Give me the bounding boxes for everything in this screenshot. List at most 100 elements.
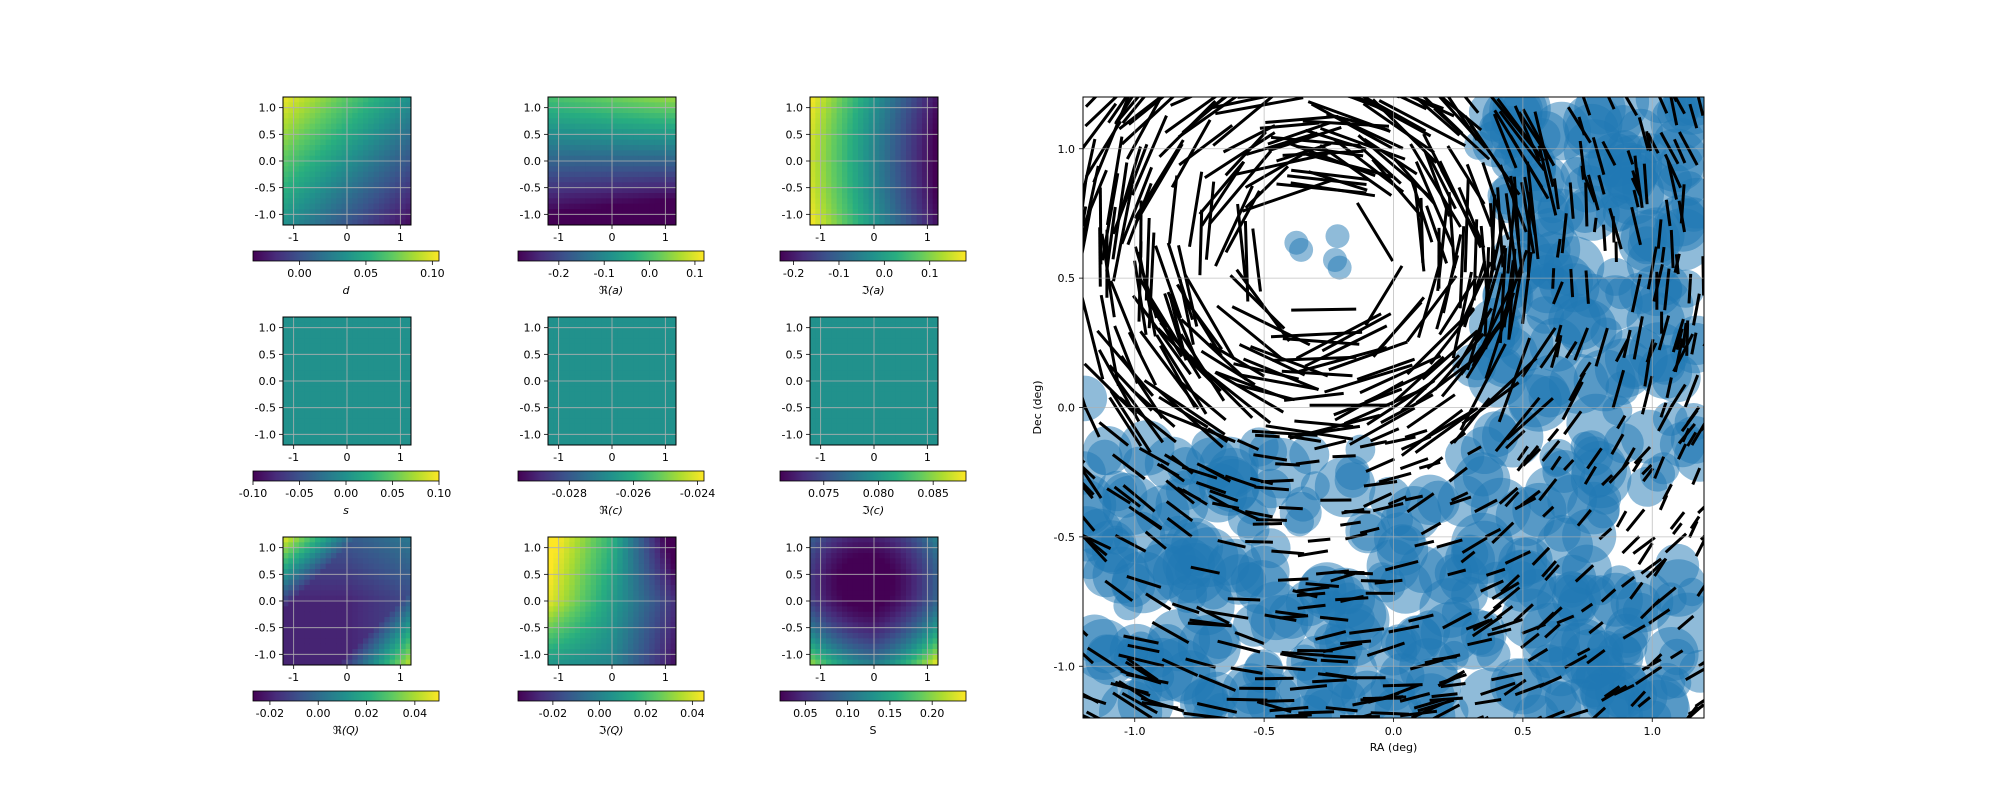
heatmap-cell <box>628 537 634 543</box>
heatmap-cell <box>336 659 343 666</box>
heatmap-cell <box>384 317 391 323</box>
heatmap-cell <box>299 617 305 623</box>
heatmap-cell <box>628 638 634 645</box>
heatmap-cell <box>405 187 412 194</box>
heatmap-cell <box>815 611 822 618</box>
heatmap-cell <box>564 617 570 623</box>
heatmap-cell <box>628 187 634 194</box>
heatmap-cell <box>820 177 827 183</box>
heatmap-cell <box>927 418 934 425</box>
heatmap-cell <box>596 638 602 645</box>
heatmap-cell <box>852 349 859 355</box>
y-tick-label: 0.0 <box>786 155 804 168</box>
heatmap-cell <box>815 338 822 345</box>
heatmap-cell <box>900 219 907 226</box>
heatmap-cell <box>606 107 613 114</box>
heatmap-cell <box>304 349 311 355</box>
heatmap-cell <box>389 327 396 334</box>
heatmap-cell <box>617 537 624 543</box>
heatmap-cell <box>558 182 565 189</box>
heatmap-cell <box>288 209 295 215</box>
heatmap-cell <box>670 569 677 575</box>
heatmap-cell <box>670 349 677 355</box>
heatmap-cell <box>895 102 902 109</box>
heatmap-cell <box>932 155 939 162</box>
heatmap-cell <box>906 397 912 403</box>
heatmap-cell <box>654 214 661 221</box>
heatmap-cell <box>548 638 554 645</box>
heatmap-cell <box>590 434 597 441</box>
heatmap-cell <box>325 359 332 366</box>
heatmap-cell <box>331 365 337 371</box>
heatmap-cell <box>347 606 353 613</box>
heatmap-cell <box>660 177 666 183</box>
heatmap-cell <box>606 627 613 634</box>
heatmap-cell <box>820 397 827 403</box>
heatmap-cell <box>384 97 391 103</box>
heatmap-cell <box>922 370 928 377</box>
heatmap-cell <box>638 198 645 205</box>
heatmap-cell <box>815 129 822 135</box>
heatmap-cell <box>585 397 592 403</box>
heatmap-cell <box>911 354 918 361</box>
heatmap-cell <box>852 118 859 125</box>
heatmap-cell <box>868 182 875 189</box>
heatmap-cell <box>368 359 375 366</box>
heatmap-cell <box>820 633 827 639</box>
heatmap-cell <box>842 322 848 329</box>
heatmap-cell <box>628 214 634 221</box>
heatmap-cell <box>836 102 843 109</box>
heatmap-cell <box>585 558 592 565</box>
heatmap-cell <box>558 370 565 377</box>
heatmap-cell <box>580 155 586 162</box>
heatmap-cell <box>665 590 672 597</box>
heatmap-cell <box>815 601 822 607</box>
heatmap-cell <box>906 171 912 178</box>
heatmap-cell <box>288 349 295 355</box>
heatmap-cell <box>564 354 570 361</box>
heatmap-cell <box>352 381 359 387</box>
heatmap-cell <box>548 155 554 162</box>
heatmap-cell <box>826 123 832 130</box>
heatmap-cell <box>836 375 843 382</box>
heatmap-cell <box>820 434 827 441</box>
heatmap-cell <box>347 558 353 565</box>
heatmap-cell <box>644 166 650 173</box>
heatmap-cell <box>874 177 880 183</box>
heatmap-cell <box>389 343 396 350</box>
heatmap-cell <box>622 439 629 446</box>
heatmap-cell <box>649 606 656 613</box>
heatmap-cell <box>665 134 672 141</box>
heatmap-cell <box>820 97 827 103</box>
heatmap-cell <box>826 606 832 613</box>
heatmap-cell <box>847 413 854 419</box>
heatmap-cell <box>352 606 359 613</box>
heatmap-cell <box>906 198 912 205</box>
heatmap-cell <box>347 579 353 586</box>
heatmap-cell <box>384 391 391 398</box>
heatmap-cell <box>612 322 618 329</box>
heatmap-cell <box>628 617 634 623</box>
heatmap-cell <box>400 638 407 645</box>
heatmap-cell <box>384 134 391 141</box>
heatmap-cell <box>660 102 666 109</box>
heatmap-cell <box>628 569 634 575</box>
heatmap-cell <box>606 643 613 650</box>
heatmap-cell <box>644 569 650 575</box>
heatmap-cell <box>569 601 576 607</box>
heatmap-cell <box>400 354 407 361</box>
heatmap-cell <box>670 370 677 377</box>
heatmap-cell <box>890 413 896 419</box>
heatmap-cell <box>884 198 891 205</box>
heatmap-cell <box>633 365 640 371</box>
heatmap-cell <box>916 365 923 371</box>
heatmap-cell <box>580 107 586 114</box>
heatmap-cell <box>341 391 348 398</box>
heatmap-cell <box>352 643 359 650</box>
x-tick-label: 0 <box>609 231 616 244</box>
heatmap-cell <box>558 590 565 597</box>
heatmap-cell <box>315 214 321 221</box>
panel-d: -1.0-0.50.00.51.0-1 0 10.00 0.05 0.10d <box>252 96 445 297</box>
heatmap-cell <box>548 622 554 629</box>
heatmap-cell <box>363 659 369 666</box>
